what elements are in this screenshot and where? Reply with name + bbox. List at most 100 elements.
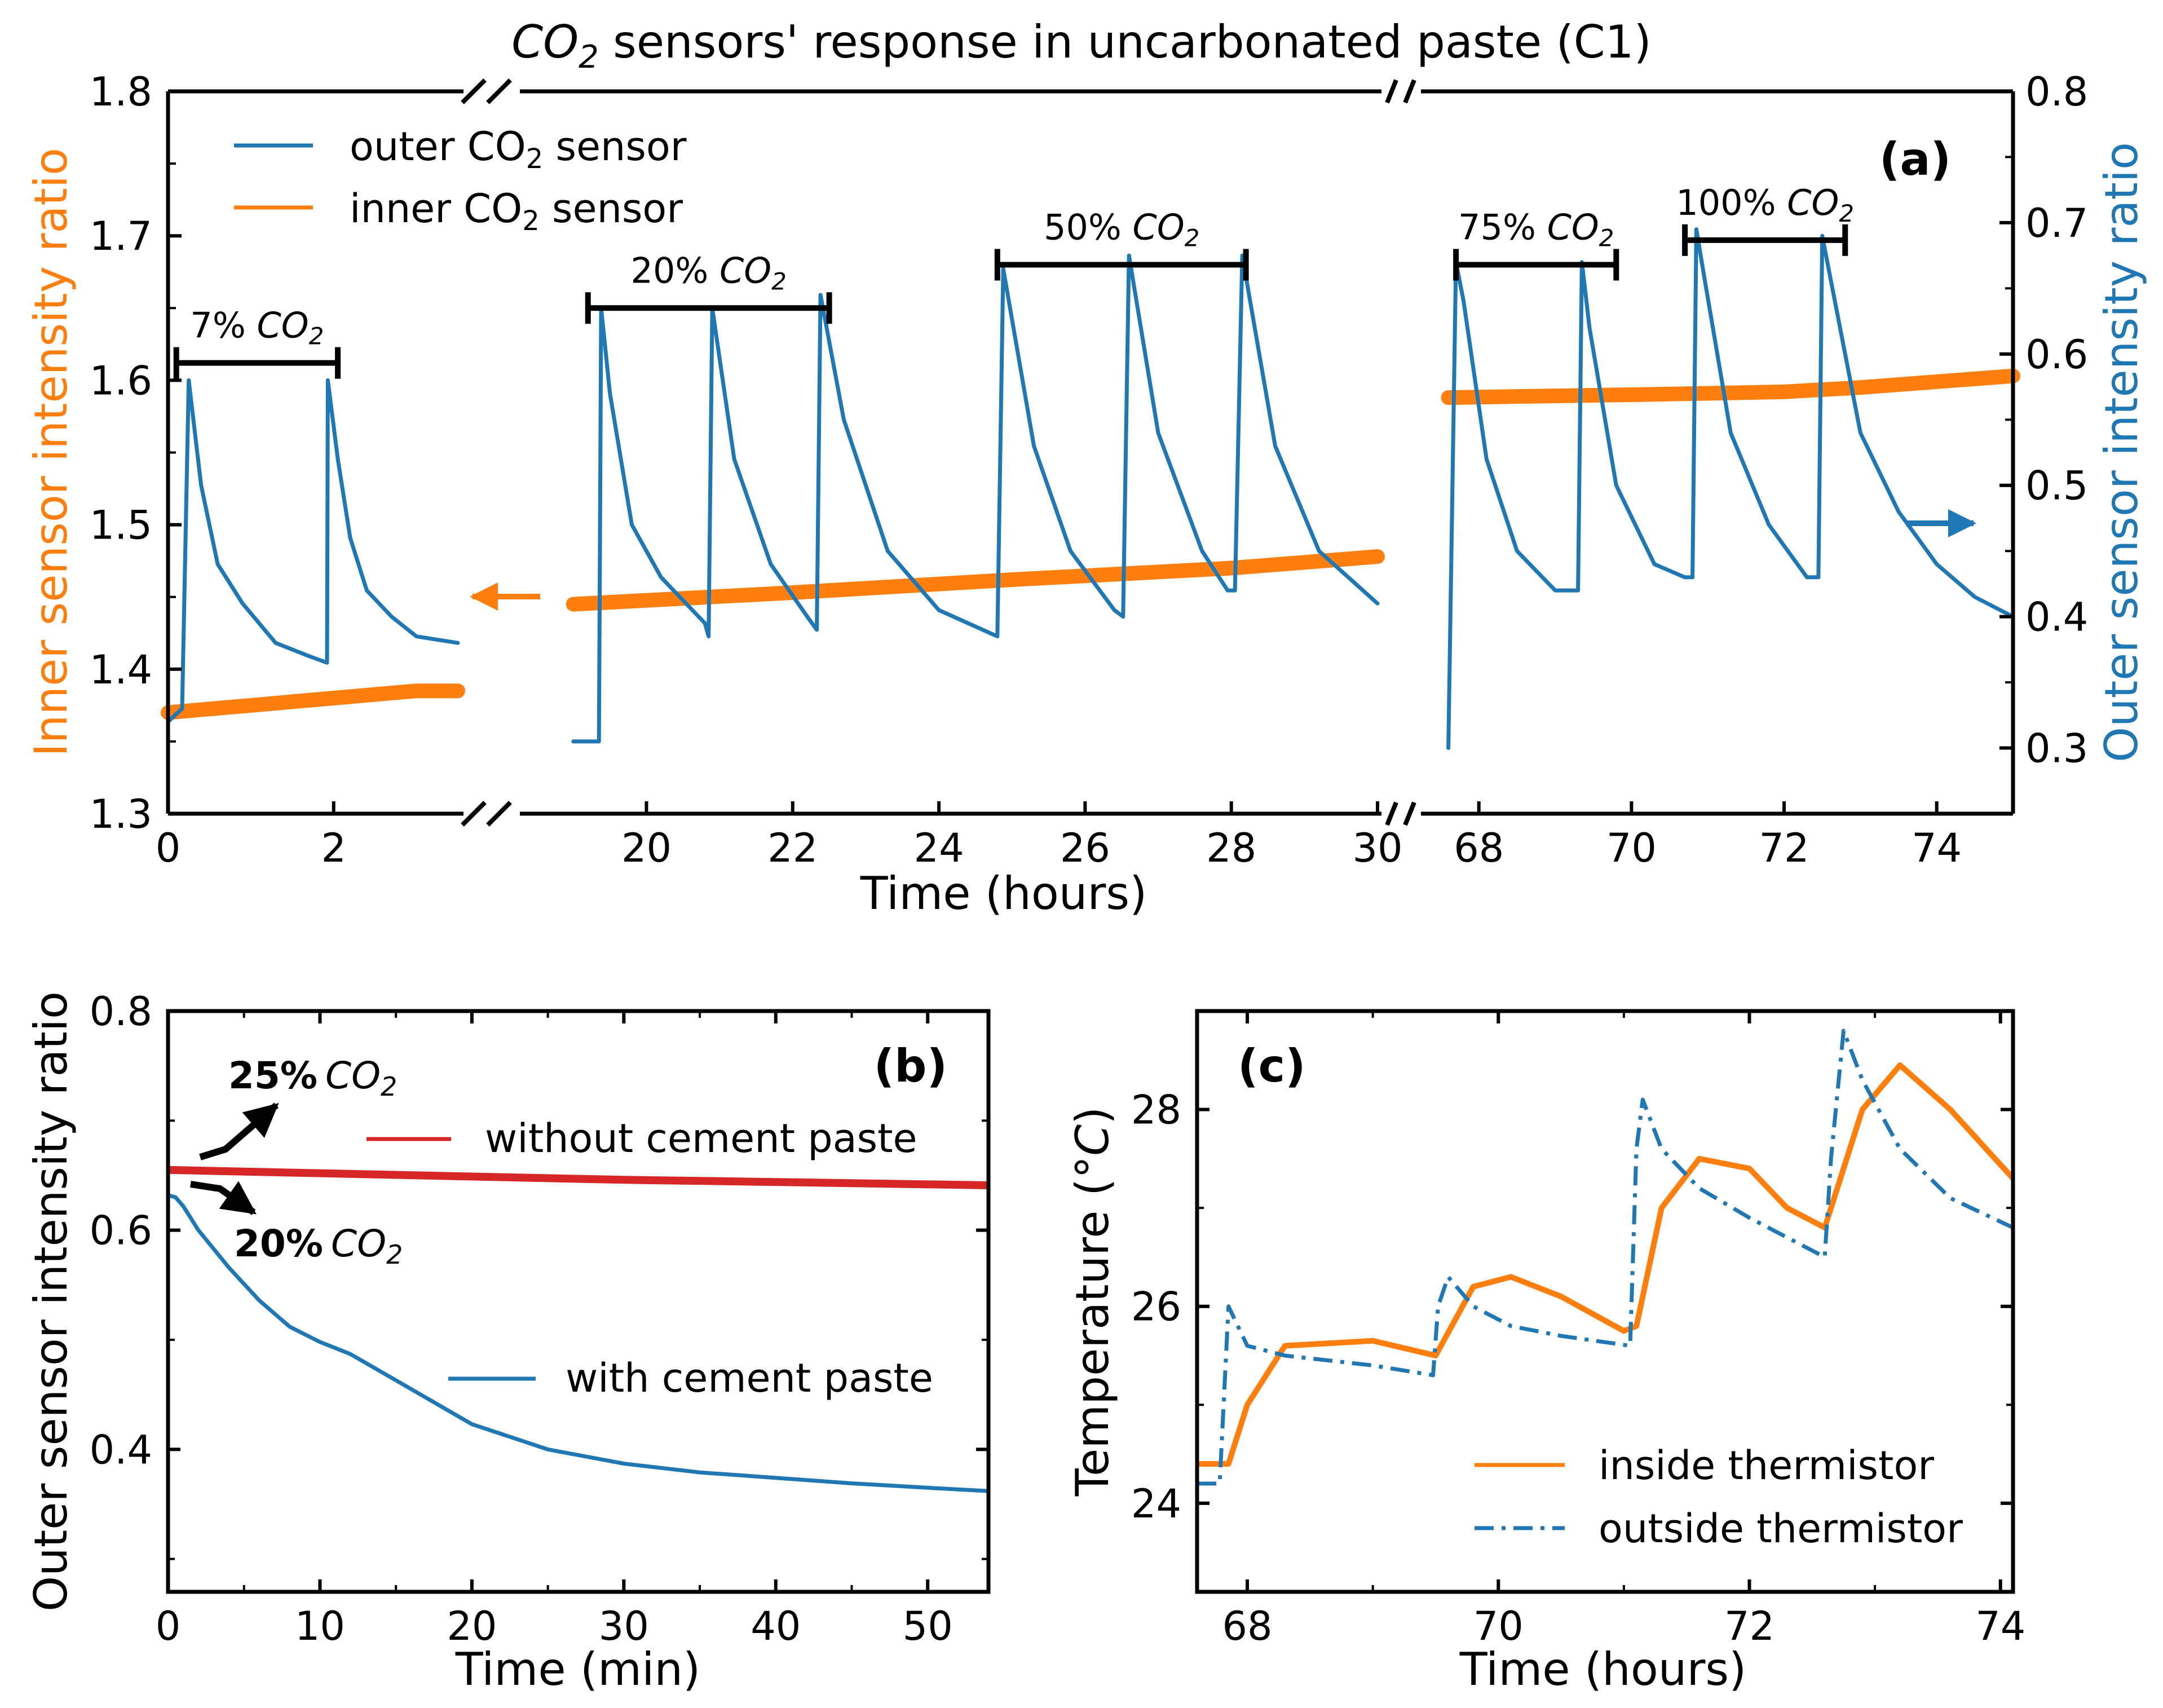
outer-sensor-line	[166, 378, 460, 724]
y-tick-label-left: 1.3	[90, 791, 152, 837]
legend-label-outer: outer CO2 sensor	[350, 123, 687, 175]
panel-a-title: CO2 sensors' response in uncarbonated pa…	[511, 16, 1652, 76]
x-tick-label: 72	[1759, 825, 1809, 871]
break-mark	[486, 801, 512, 827]
exposure-label: 75% CO2	[1458, 206, 1614, 251]
inner-sensor-line	[161, 683, 465, 720]
x-tick-label: 70	[1473, 1603, 1524, 1649]
exposure-label: 7% CO2	[190, 305, 324, 350]
y-tick-label: 28	[1131, 1087, 1181, 1133]
exposure-7pct: 7% CO2	[190, 305, 324, 350]
y-tick-label-right: 0.3	[2025, 726, 2088, 772]
y-tick-label: 0.8	[90, 988, 152, 1035]
break-mark	[1403, 801, 1416, 826]
x-tick-label: 20	[447, 1603, 497, 1649]
x-tick-label: 0	[156, 1603, 181, 1649]
legend-label-without-paste: without cement paste	[485, 1115, 917, 1162]
y-tick-label: 24	[1131, 1481, 1181, 1527]
outer-sensor-line	[571, 253, 1380, 744]
x-tick-label: 74	[1912, 825, 1962, 871]
panel-c-axes: 68 70 72 74 24 26 28	[1131, 1011, 2025, 1649]
panel-c-frame	[1195, 1009, 2015, 1594]
panel-b-label: (b)	[874, 1040, 947, 1092]
exposure-label: 50% CO2	[1044, 206, 1199, 251]
with-paste-line	[167, 1193, 989, 1493]
panel-c: 68 70 72 74 24 26 28 (c) inside thermistor out…	[1066, 1009, 2025, 1696]
y-tick-label-left: 1.4	[90, 647, 152, 693]
panel-b-y-title: Outer sensor intensity ratio	[25, 991, 77, 1612]
legend-label-outside: outside thermistor	[1599, 1506, 1963, 1552]
y-tick-label-left: 1.5	[90, 502, 152, 549]
panel-a-axis-breaks	[461, 78, 1421, 827]
y-tick-label-right: 0.8	[2025, 69, 2088, 115]
x-tick-label: 30	[1352, 825, 1402, 871]
panel-c-label: (c)	[1238, 1040, 1306, 1092]
exposure-100pct: 100% CO2	[1676, 182, 1854, 227]
y-tick-label-right: 0.7	[2025, 200, 2088, 246]
x-tick-label: 50	[903, 1603, 953, 1649]
x-tick-label: 74	[1975, 1603, 2025, 1649]
without-paste-line	[167, 1166, 989, 1189]
exposure-label: 20% CO2	[631, 250, 787, 295]
exposure-50pct: 50% CO2	[1044, 206, 1199, 251]
y-tick-label: 0.4	[90, 1427, 152, 1473]
y-tick-label-left: 1.8	[90, 69, 152, 115]
x-tick-label: 0	[156, 825, 181, 871]
annotation-25pct: 25% CO2	[228, 1054, 397, 1102]
y-tick-label-left: 1.6	[90, 358, 152, 404]
x-tick-label: 68	[1454, 825, 1504, 871]
break-mark	[461, 78, 487, 104]
x-tick-label: 30	[599, 1603, 649, 1649]
break-mark	[486, 78, 512, 104]
panel-c-x-title: Time (hours)	[1459, 1643, 1747, 1696]
break-mark	[1403, 79, 1416, 104]
annotation-20pct: 20% CO2	[234, 1222, 403, 1270]
panel-b-x-title: Time (min)	[455, 1643, 701, 1696]
x-tick-label: 10	[295, 1603, 345, 1649]
break-mark	[461, 801, 487, 827]
panel-a-plot-area	[161, 227, 2020, 750]
panel-a-axes: 0 2 20 22 24 26 28 30 68 70 72 74 1.3 1.4 1.5 1.6 1.7 1.8…	[90, 69, 2089, 871]
panel-a-label: (a)	[1879, 133, 1951, 186]
x-tick-label: 40	[751, 1603, 801, 1649]
panel-b-frame	[166, 1009, 991, 1594]
y-tick-label-right: 0.4	[2025, 594, 2088, 641]
x-tick-label: 72	[1724, 1603, 1774, 1649]
y-tick-label-right: 0.5	[2025, 463, 2088, 509]
panel-c-legend: inside thermistor outside thermistor	[1475, 1442, 1963, 1552]
panel-b: 0 10 20 30 40 50 0.4 0.6 0.8 (b) 25% CO2 20% CO2 w…	[25, 988, 991, 1696]
annotation-arrow-20pct	[190, 1181, 257, 1215]
panel-a-x-title: Time (hours)	[860, 867, 1147, 920]
annotation-arrow-25pct	[199, 1102, 279, 1160]
break-mark	[1385, 801, 1398, 826]
panel-b-plot-area	[167, 1166, 989, 1493]
x-tick-label: 68	[1222, 1603, 1273, 1649]
panel-a-legend: outer CO2 sensor inner CO2 sensor	[234, 123, 687, 237]
x-tick-label: 20	[621, 825, 672, 871]
panel-c-y-title: Temperature (°C)	[1066, 1107, 1119, 1497]
inner-sensor-line	[566, 549, 1385, 612]
inside-thermistor-line	[1197, 1062, 2015, 1467]
x-tick-label: 24	[914, 825, 964, 871]
break-mark	[1385, 79, 1398, 104]
outer-sensor-line	[1446, 227, 2015, 750]
exposure-20pct: 20% CO2	[631, 250, 787, 295]
exposure-75pct: 75% CO2	[1458, 206, 1614, 251]
y-tick-label-right: 0.6	[2025, 332, 2088, 378]
x-tick-label: 22	[767, 825, 818, 871]
panel-c-plot-area	[1197, 1029, 2015, 1486]
legend-label-inside: inside thermistor	[1599, 1442, 1934, 1489]
inner-sensor-line	[1441, 368, 2020, 405]
panel-a-right-y-title: Outer sensor intensity ratio	[2095, 142, 2148, 762]
x-tick-label: 70	[1606, 825, 1657, 871]
legend-label-with-paste: with cement paste	[566, 1355, 933, 1401]
panel-a-left-y-title: Inner sensor intensity ratio	[25, 148, 77, 757]
x-tick-label: 26	[1060, 825, 1110, 871]
panel-b-axes: 0 10 20 30 40 50 0.4 0.6 0.8	[90, 988, 988, 1649]
panel-a: CO2 sensors' response in uncarbonated pa…	[25, 16, 2148, 920]
legend-label-inner: inner CO2 sensor	[350, 186, 683, 237]
exposure-label: 100% CO2	[1676, 182, 1854, 227]
x-tick-label: 2	[321, 825, 346, 871]
x-tick-label: 28	[1206, 825, 1256, 871]
